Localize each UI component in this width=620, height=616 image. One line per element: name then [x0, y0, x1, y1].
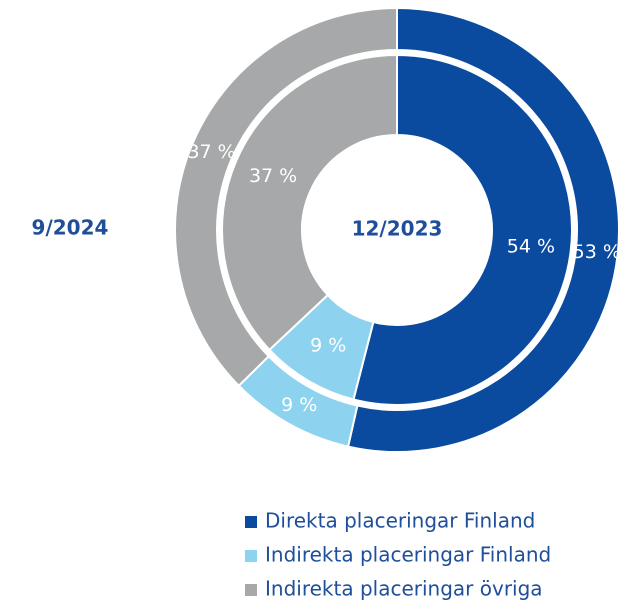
value-label: 54 % [507, 235, 555, 257]
outer-ring-label: 9/2024 [32, 216, 109, 240]
value-label: 9 % [310, 335, 346, 357]
legend-label: Indirekta placeringar övriga [265, 577, 543, 601]
legend-swatch [245, 550, 257, 562]
slice [352, 53, 573, 406]
value-label: 37 % [187, 141, 235, 163]
value-label: 9 % [281, 394, 317, 416]
slice [346, 6, 620, 453]
legend-swatch [245, 516, 257, 528]
legend-swatch [245, 584, 257, 596]
inner-ring-label: 12/2023 [352, 217, 443, 241]
slice [220, 53, 398, 352]
value-label: 53 % [573, 241, 620, 263]
value-label: 37 % [249, 165, 297, 187]
legend-label: Direkta placeringar Finland [265, 509, 535, 533]
legend-label: Indirekta placeringar Finland [265, 543, 551, 567]
slice [174, 6, 398, 388]
